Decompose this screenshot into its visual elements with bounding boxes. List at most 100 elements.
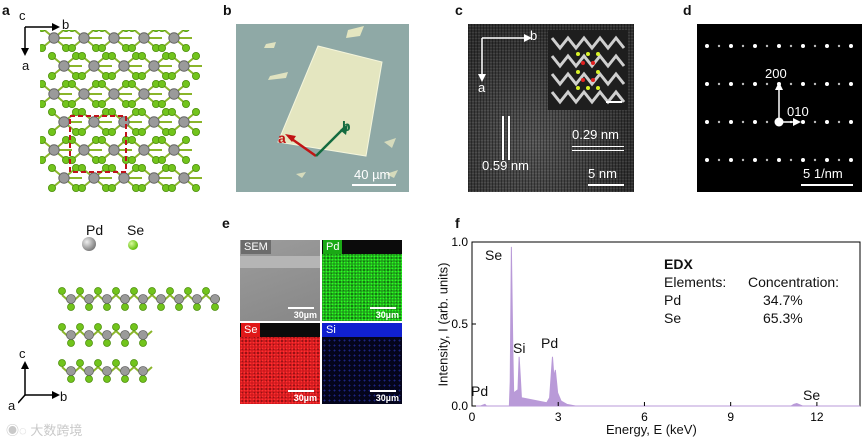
se-atom [138,72,147,81]
se-atom [98,136,107,145]
panel-label-b: b [223,2,232,18]
diffraction-spot [789,158,793,162]
edx-spectrum [472,246,860,407]
pd-atom [156,294,166,304]
se-atom [108,128,117,137]
se-atom [76,323,84,331]
pd-atom [138,88,150,100]
se-atom [94,359,102,367]
se-atom [103,375,111,383]
se-atom [202,287,210,295]
pd-atom [84,366,94,376]
edx-row-se-element: Se [664,310,682,326]
pd-atom [66,330,76,340]
diffraction-spot [837,44,841,48]
edx-x-tick-label: 12 [810,410,824,424]
pd-atom [102,294,112,304]
scale-bar-label-c: 5 nm [588,166,617,181]
diffraction-spot [849,158,853,162]
diffraction-spot [765,44,769,48]
edx-y-axis-label: Intensity, I (arb. units) [435,262,451,387]
pd-atom [88,60,100,72]
diffraction-spot [741,82,745,86]
se-atom [47,183,56,192]
axis-label-b-top: b [62,17,70,32]
se-atom [181,136,190,145]
se-atom [108,51,117,60]
pd-atom [66,294,76,304]
se-atom [47,51,56,60]
se-atom [167,128,176,137]
diffraction-spot [729,44,733,48]
panel-label-a: a [2,2,10,18]
pd-atom [138,144,150,156]
diffraction-spot [837,158,841,162]
se-atom [138,183,147,192]
axis-label-a-top: a [22,58,30,73]
spacing-line-1 [572,146,624,147]
se-atom [40,136,46,144]
se-atom [191,72,200,81]
vector-200-head [775,82,783,90]
vector-b-label: b [342,118,351,134]
diffraction-spot [765,158,769,162]
crystal-structure-side-view [58,287,220,383]
se-atom [181,80,190,89]
pd-atom [48,32,60,44]
se-atom [108,183,117,192]
edx-y-tick-label: 0.5 [451,317,468,331]
se-atom [76,287,84,295]
diffraction-spot [825,82,829,86]
diffraction-spot [777,44,781,48]
se-atom [130,287,138,295]
scale-bar-label-d: 5 1/nm [803,166,843,181]
se-atom [67,100,76,109]
panel-label-f: f [455,215,460,231]
watermark-text: 大数跨境 [30,423,83,438]
se-atom [148,287,156,295]
diffraction-spot [801,82,805,86]
diffraction-spot [717,120,721,124]
se-atom [40,30,46,32]
diffraction-spot [813,44,817,48]
vector-010-head [793,118,801,126]
pd-atom [102,366,112,376]
pd-map-scale-bar [370,307,396,309]
diffraction-spot [813,120,817,124]
diffraction-spot [801,44,805,48]
diffraction-spot [765,82,769,86]
edx-x-axis-label: Energy, E (keV) [606,422,697,437]
pd-atom [168,144,180,156]
se-atom [121,375,129,383]
se-map-scale-bar [288,390,314,392]
diffraction-spot [729,120,733,124]
edx-table-title: EDX [664,256,693,272]
pd-atom [102,330,112,340]
pd-atom [178,172,190,184]
axis-arrows-bottom [18,361,60,404]
spacing-059-label: 0.59 nm [482,158,529,173]
se-atom [103,339,111,347]
pd-atom [58,116,70,128]
se-atom [98,43,107,52]
peak-label-pd0: Pd [471,383,489,399]
saed-spots [705,44,853,162]
diffraction-spot [729,158,733,162]
peak-label-se2: Se [803,387,821,403]
pd-atom [192,294,202,304]
pd-atom [48,144,60,156]
diffraction-spot [741,44,745,48]
axis-label-c-bottom: c [19,346,26,361]
pd-atom [88,172,100,184]
se-atom [78,128,87,137]
peak-label-si: Si [513,340,526,356]
se-atom [47,128,56,137]
panel-label-d: d [683,2,692,18]
pd-atom [120,366,130,376]
diffraction-spot [801,158,805,162]
se-atom [138,108,147,117]
se-atom [158,136,167,145]
se-atom [128,80,137,89]
edx-x-tick-label: 0 [469,410,476,424]
peak-label-pd1: Pd [541,335,559,351]
